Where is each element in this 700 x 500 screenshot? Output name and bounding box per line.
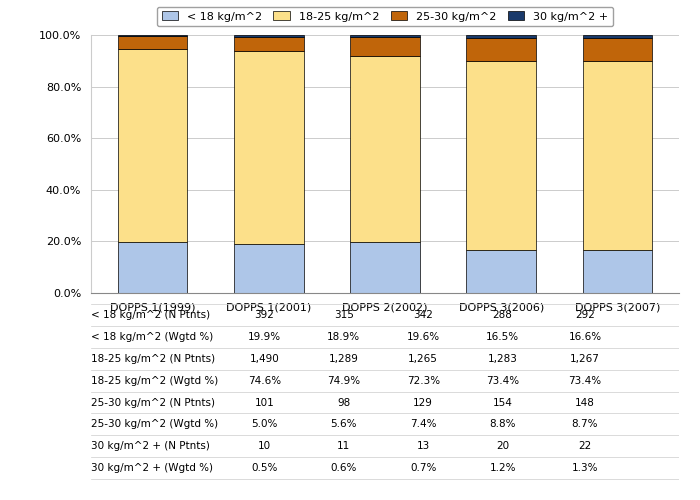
Bar	[350, 37, 420, 56]
Text: 288: 288	[493, 310, 512, 320]
Text: 20: 20	[496, 442, 509, 452]
Text: < 18 kg/m^2 (Wgtd %): < 18 kg/m^2 (Wgtd %)	[91, 332, 214, 342]
Bar	[582, 61, 652, 250]
Text: 8.7%: 8.7%	[572, 420, 598, 430]
Text: 30 kg/m^2 + (N Ptnts): 30 kg/m^2 + (N Ptnts)	[91, 442, 210, 452]
Text: 11: 11	[337, 442, 351, 452]
Text: < 18 kg/m^2 (N Ptnts): < 18 kg/m^2 (N Ptnts)	[91, 310, 210, 320]
Text: 5.6%: 5.6%	[330, 420, 357, 430]
Text: 16.5%: 16.5%	[486, 332, 519, 342]
Bar	[234, 51, 304, 244]
Text: 1.3%: 1.3%	[572, 463, 598, 473]
Text: 74.9%: 74.9%	[328, 376, 360, 386]
Bar	[350, 56, 420, 242]
Text: 98: 98	[337, 398, 351, 407]
Text: 1,283: 1,283	[488, 354, 517, 364]
Text: 7.4%: 7.4%	[410, 420, 437, 430]
Bar	[466, 38, 536, 61]
Text: 19.6%: 19.6%	[407, 332, 440, 342]
Text: 30 kg/m^2 + (Wgtd %): 30 kg/m^2 + (Wgtd %)	[91, 463, 213, 473]
Text: 292: 292	[575, 310, 595, 320]
Bar	[582, 250, 652, 293]
Bar	[118, 36, 188, 49]
Bar	[582, 35, 652, 38]
Text: 22: 22	[578, 442, 592, 452]
Text: 18.9%: 18.9%	[328, 332, 360, 342]
Text: 18-25 kg/m^2 (N Ptnts): 18-25 kg/m^2 (N Ptnts)	[91, 354, 215, 364]
Bar	[234, 36, 304, 51]
Text: 25-30 kg/m^2 (N Ptnts): 25-30 kg/m^2 (N Ptnts)	[91, 398, 215, 407]
Text: 154: 154	[493, 398, 512, 407]
Text: 25-30 kg/m^2 (Wgtd %): 25-30 kg/m^2 (Wgtd %)	[91, 420, 218, 430]
Text: 0.6%: 0.6%	[330, 463, 357, 473]
Text: 73.4%: 73.4%	[486, 376, 519, 386]
Bar	[350, 242, 420, 293]
Text: 8.8%: 8.8%	[489, 420, 516, 430]
Text: 18-25 kg/m^2 (Wgtd %): 18-25 kg/m^2 (Wgtd %)	[91, 376, 218, 386]
Text: 1.2%: 1.2%	[489, 463, 516, 473]
Text: 10: 10	[258, 442, 271, 452]
Text: 1,490: 1,490	[250, 354, 279, 364]
Bar	[118, 35, 188, 36]
Text: 392: 392	[255, 310, 274, 320]
Text: 16.6%: 16.6%	[568, 332, 601, 342]
Text: 73.4%: 73.4%	[568, 376, 601, 386]
Text: 342: 342	[413, 310, 433, 320]
Text: 74.6%: 74.6%	[248, 376, 281, 386]
Text: 5.0%: 5.0%	[251, 420, 278, 430]
Bar	[118, 49, 188, 242]
Text: 13: 13	[416, 442, 430, 452]
Text: 19.9%: 19.9%	[248, 332, 281, 342]
Text: 315: 315	[334, 310, 354, 320]
Bar	[118, 242, 188, 293]
Text: 148: 148	[575, 398, 595, 407]
Text: 1,265: 1,265	[408, 354, 438, 364]
Bar	[582, 38, 652, 61]
Text: 1,289: 1,289	[329, 354, 359, 364]
Text: 1,267: 1,267	[570, 354, 600, 364]
Text: 0.7%: 0.7%	[410, 463, 436, 473]
Text: 0.5%: 0.5%	[251, 463, 278, 473]
Bar	[234, 35, 304, 36]
Bar	[466, 61, 536, 250]
Text: 129: 129	[413, 398, 433, 407]
Legend: < 18 kg/m^2, 18-25 kg/m^2, 25-30 kg/m^2, 30 kg/m^2 +: < 18 kg/m^2, 18-25 kg/m^2, 25-30 kg/m^2,…	[158, 7, 612, 26]
Bar	[350, 35, 420, 37]
Text: 72.3%: 72.3%	[407, 376, 440, 386]
Bar	[466, 36, 536, 38]
Text: 101: 101	[255, 398, 274, 407]
Bar	[234, 244, 304, 293]
Bar	[466, 250, 536, 293]
